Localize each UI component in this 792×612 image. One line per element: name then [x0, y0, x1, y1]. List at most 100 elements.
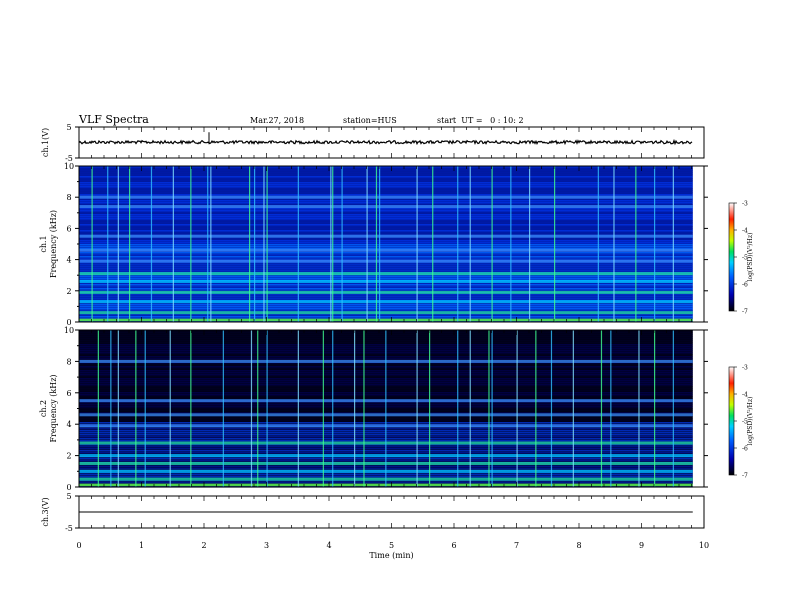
spectrogram-row — [79, 246, 693, 248]
spectrogram-row — [79, 222, 693, 224]
sferic-spike — [144, 330, 146, 487]
sferic-spike — [550, 330, 553, 487]
sferic-spike — [516, 330, 518, 487]
spectrogram-row — [79, 252, 693, 254]
spectrogram-band — [79, 195, 693, 199]
spectrogram-row — [79, 240, 693, 242]
spectrogram-row — [79, 216, 693, 218]
sferic-spike — [635, 166, 637, 322]
sferic-spike — [322, 330, 324, 487]
x-tick-label: 4 — [326, 541, 331, 550]
spectrogram-row — [79, 214, 693, 216]
spectrogram-row — [79, 202, 693, 204]
spectrogram-row — [79, 306, 693, 308]
spectrogram-row — [79, 244, 693, 246]
colorbar-label: log(PSD)(V²/Hz) — [747, 233, 754, 282]
spectrogram-row — [79, 242, 693, 244]
spectrogram-row — [79, 166, 693, 168]
spectrogram-image — [79, 166, 693, 322]
sferic-spike — [610, 330, 612, 487]
spectrogram-band — [79, 205, 693, 209]
x-axis-label: Time (min) — [369, 551, 413, 560]
spectrogram-row — [79, 290, 693, 292]
sferic-spike — [554, 166, 556, 322]
spectrogram-row — [79, 270, 693, 272]
spectrogram-row — [79, 266, 693, 268]
sferic-spike — [263, 166, 265, 322]
colorbar-tick-label: -6 — [742, 282, 748, 289]
y-axis-label: ch.1(V) — [41, 128, 50, 157]
spectrogram-row — [79, 224, 693, 226]
x-tick-label: 8 — [576, 541, 581, 550]
sferic-spike — [207, 166, 209, 322]
spectrogram-row — [79, 190, 693, 192]
y-tick-label: 6 — [66, 224, 71, 233]
x-tick-label: 9 — [639, 541, 644, 550]
waveform-trace — [78, 138, 693, 146]
spectrogram-band — [79, 290, 693, 294]
sferic-spike — [107, 166, 109, 322]
spectrogram-row — [79, 204, 693, 206]
sferic-spike — [672, 330, 674, 487]
y-tick-label: 8 — [66, 193, 71, 202]
spectrogram-row — [79, 304, 693, 306]
sferic-spike — [266, 166, 268, 322]
spectrogram-row — [79, 276, 693, 278]
sferic-spike — [488, 330, 490, 487]
x-tick-label: 10 — [699, 541, 709, 550]
sferic-spike — [572, 330, 574, 487]
sferic-spike — [91, 166, 93, 322]
sferic-spike — [529, 166, 531, 322]
y-axis-label: Frequency (kHz) — [49, 210, 58, 278]
sferic-spike — [190, 166, 192, 322]
spectrogram-row — [79, 168, 693, 170]
sferic-spike — [254, 166, 256, 322]
colorbar-tick-label: -3 — [742, 201, 748, 208]
spectrogram-row — [79, 228, 693, 230]
sferic-spike — [172, 166, 174, 322]
spectrogram-row — [79, 208, 693, 210]
colorbar-tick-label: -7 — [742, 473, 748, 480]
spectrogram-row — [79, 220, 693, 222]
y-tick-label: 5 — [66, 123, 71, 132]
spectrogram-row — [79, 218, 693, 220]
spectrogram-row — [79, 226, 693, 228]
spectrogram-band — [79, 279, 693, 283]
spectrogram-row — [79, 232, 693, 234]
x-tick-label: 0 — [76, 541, 81, 550]
sferic-spike — [491, 166, 493, 322]
spectrogram-row — [79, 174, 693, 176]
x-tick-label: 5 — [389, 541, 394, 550]
colorbar-label: log(PSD)(V²/Hz) — [747, 397, 754, 446]
sferic-spike — [432, 166, 434, 322]
y-tick-label: 0 — [66, 318, 71, 327]
sferic-spike — [330, 166, 332, 322]
y-tick-label: 4 — [66, 256, 71, 265]
y-tick-label: 0 — [66, 483, 71, 492]
x-tick-label: 3 — [264, 541, 269, 550]
sferic-spike — [457, 330, 459, 487]
sferic-spike — [257, 330, 259, 487]
spectrogram-row — [79, 186, 693, 188]
spectrogram-image — [79, 330, 693, 488]
sferic-spike — [110, 330, 112, 487]
spectrogram-row — [79, 268, 693, 270]
sferic-spike — [117, 330, 119, 487]
sferic-spike — [169, 330, 171, 487]
colorbar-tick-label: -4 — [742, 228, 748, 235]
spectrogram-row — [79, 182, 693, 184]
spectrogram-row — [79, 192, 693, 194]
spectrogram-row — [79, 256, 693, 258]
sferic-spike — [597, 166, 599, 322]
sferic-spike — [297, 330, 299, 487]
y-tick-label: 8 — [66, 357, 71, 366]
y-tick-label: 6 — [66, 389, 71, 398]
spectrogram-row — [79, 284, 693, 286]
sferic-spike — [354, 330, 356, 487]
y-tick-label: 2 — [66, 287, 71, 296]
sferic-spike — [491, 330, 493, 487]
spectrogram-row — [79, 210, 693, 212]
spectrogram-row — [79, 288, 693, 290]
sferic-spike — [385, 330, 387, 487]
